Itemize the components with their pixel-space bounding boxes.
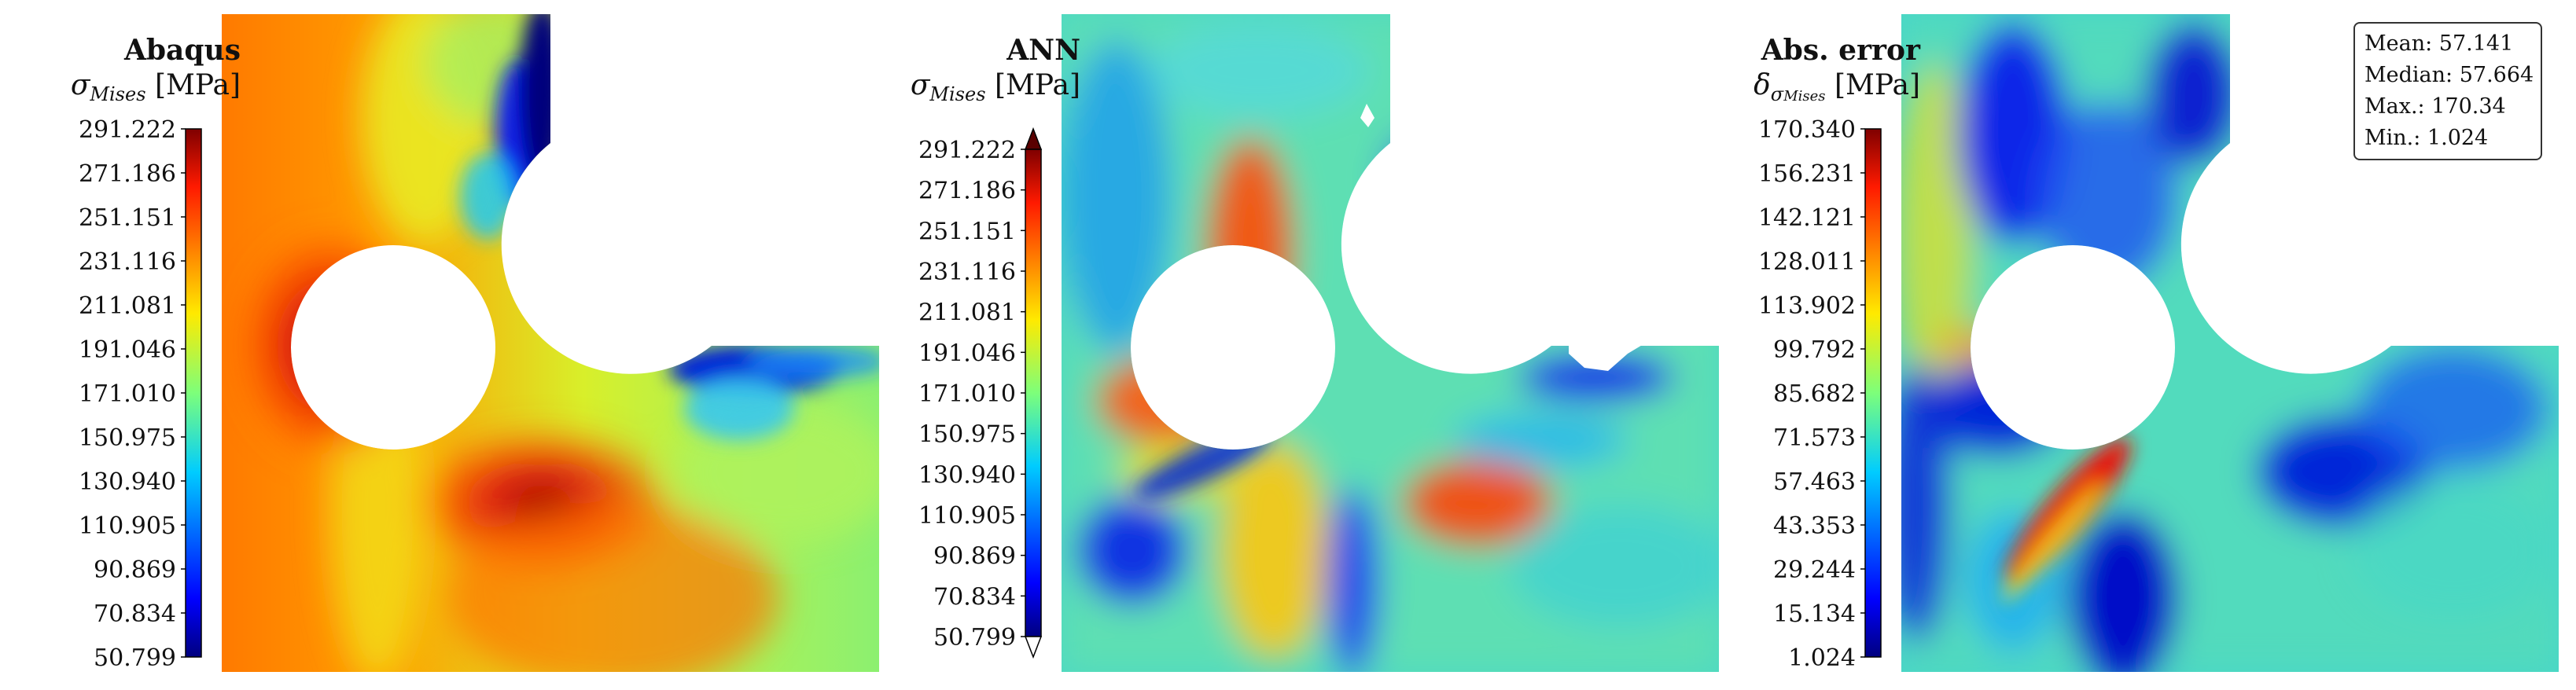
colorbar-tick-label: 150.975 <box>79 424 176 452</box>
colorbar-tick-label: 231.116 <box>79 248 176 276</box>
quantity-symbol: δ <box>1754 69 1771 101</box>
colorbar-tick-label: 271.186 <box>79 160 176 188</box>
colorbar-abaqus <box>185 128 202 658</box>
colorbar-tick-label: 90.869 <box>933 543 1016 571</box>
colorbar-tick-label: 110.905 <box>918 502 1016 530</box>
colorbar-tick-label: 29.244 <box>1773 556 1856 584</box>
colorbar-tick-label: 211.081 <box>79 292 176 320</box>
colorbar-tick-label: 57.463 <box>1773 468 1856 496</box>
colorbar-tick-label: 291.222 <box>918 137 1016 164</box>
colorbar-tick-label: 156.231 <box>1758 160 1856 188</box>
colorbar-tick-label: 50.799 <box>933 624 1016 651</box>
colorbar-tick-label: 142.121 <box>1758 204 1856 232</box>
colorbar-tick-label: 113.902 <box>1758 292 1856 320</box>
quantity-symbol: σ <box>70 69 90 101</box>
colorbar-tick-label: 70.834 <box>94 600 176 628</box>
stat-mean: Mean: 57.141 <box>2364 31 2514 56</box>
colorbar-abaqus-bar <box>185 128 202 658</box>
colorbar-tick-label: 70.834 <box>933 583 1016 611</box>
quantity-unit: [MPa] <box>154 69 241 101</box>
stat-max: Max.: 170.34 <box>2364 94 2506 119</box>
quantity-subscript: σMises <box>1771 83 1826 105</box>
colorbar-tick-label: 50.799 <box>94 644 176 672</box>
colorbar-tick-label: 271.186 <box>918 178 1016 205</box>
colorbar-ann-max-arrow <box>1024 127 1043 150</box>
colorbar-abs-error <box>1864 128 1882 658</box>
quantity-unit: [MPa] <box>994 69 1080 101</box>
colorbar-tick-label: 251.151 <box>79 204 176 232</box>
colorbar-tick-label: 130.940 <box>79 468 176 496</box>
panel-title-abaqus: Abaqus <box>123 34 241 67</box>
quantity-subscript: Mises <box>929 83 986 105</box>
colorbar-ann-ticks: 291.222 271.186 251.151 231.116 211.081 191.0… <box>918 137 1025 651</box>
colorbar-tick-label: 85.682 <box>1773 380 1856 408</box>
stat-min: Min.: 1.024 <box>2364 126 2489 150</box>
colorbar-tick-label: 171.010 <box>918 380 1016 408</box>
ann-contour-plot <box>1062 14 1719 672</box>
colorbar-tick-label: 171.010 <box>79 380 176 408</box>
colorbar-ann-bar <box>1025 149 1042 637</box>
panel-quantity-ann: σMises [MPa] <box>911 69 1080 111</box>
colorbar-tick-label: 99.792 <box>1773 336 1856 364</box>
panel-quantity-abaqus: σMises [MPa] <box>71 69 241 111</box>
abaqus-contour-plot <box>222 14 879 672</box>
colorbar-tick-label: 191.046 <box>79 336 176 364</box>
colorbar-ann <box>1024 127 1043 659</box>
colorbar-tick-label: 150.975 <box>918 421 1016 449</box>
colorbar-tick-label: 1.024 <box>1788 644 1856 672</box>
quantity-unit: [MPa] <box>1834 69 1920 101</box>
colorbar-tick-label: 211.081 <box>918 299 1016 327</box>
colorbar-tick-label: 130.940 <box>918 461 1016 489</box>
quantity-symbol: σ <box>910 69 930 101</box>
colorbar-tick-label: 110.905 <box>79 512 176 540</box>
error-statistics-box: Mean: 57.141 Median: 57.664 Max.: 170.34… <box>2353 22 2542 160</box>
panel-title-abs-error: Abs. error <box>1761 34 1920 67</box>
colorbar-ann-min-arrow <box>1024 636 1043 659</box>
colorbar-tick-label: 170.340 <box>1758 116 1856 144</box>
colorbar-tick-label: 251.151 <box>918 218 1016 245</box>
quantity-subscript: Mises <box>90 83 146 105</box>
panel-quantity-abs-error: δσMises [MPa] <box>1754 69 1920 113</box>
colorbar-tick-label: 43.353 <box>1773 512 1856 540</box>
quantity-subscript-symbol: σ <box>1770 83 1784 105</box>
panel-title-ann: ANN <box>1006 34 1080 67</box>
colorbar-abs-error-bar <box>1864 128 1882 658</box>
colorbar-tick-label: 128.011 <box>1758 248 1856 276</box>
colorbar-tick-label: 71.573 <box>1773 424 1856 452</box>
colorbar-abs-error-ticks: 170.340 156.231 142.121 128.011 113.902 99.79… <box>1758 116 1865 672</box>
colorbar-tick-label: 191.046 <box>918 339 1016 367</box>
stat-median: Median: 57.664 <box>2364 63 2534 87</box>
colorbar-tick-label: 15.134 <box>1773 600 1856 628</box>
colorbar-tick-label: 231.116 <box>918 259 1016 286</box>
colorbar-tick-label: 291.222 <box>79 116 176 144</box>
quantity-subscript-text: Mises <box>1783 88 1826 105</box>
colorbar-tick-label: 90.869 <box>94 556 176 584</box>
colorbar-abaqus-ticks: 291.222 271.186 251.151 231.116 211.081 191.0… <box>79 116 186 672</box>
